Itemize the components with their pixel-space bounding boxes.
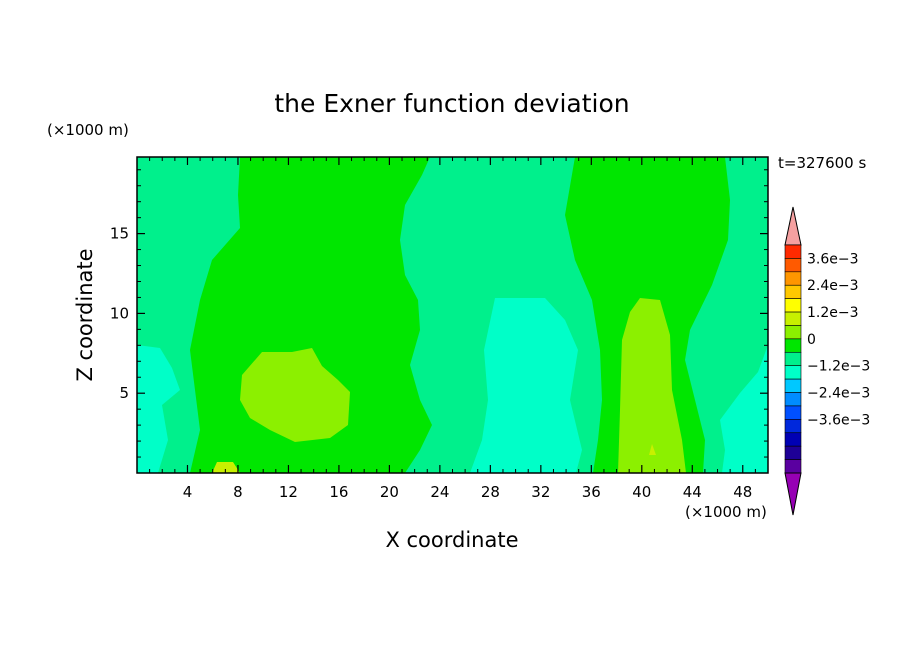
contour-region-middle-negative [470,298,582,473]
y-axis-label: Z coordinate [73,248,97,381]
colorbar-swatch [784,338,802,353]
x-tick-label: 12 [279,483,298,501]
colorbar-swatch [784,378,802,393]
colorbar-label: 1.2e−3 [807,305,859,321]
x-tick-label: 20 [380,483,399,501]
contour-region-left-negative [137,345,180,473]
colorbar-label: −3.6e−3 [807,412,870,428]
contour-region-small-patch-right [649,444,656,455]
x-tick-label: 44 [683,483,702,501]
colorbar-swatch [784,298,802,313]
y-tick-label: 5 [119,384,129,402]
y-axis-ticks: 5 10 15 [110,169,768,458]
colorbar-swatch [784,432,802,447]
colorbar-swatch [784,445,802,460]
y-tick-label: 15 [110,225,129,243]
colorbar-label: 2.4e−3 [807,278,859,294]
contour-region-left-blob [240,348,350,442]
y-unit-label: (×1000 m) [47,121,129,139]
colorbar-swatch [784,392,802,407]
colorbar-label: −2.4e−3 [807,386,870,402]
colorbar-swatch [784,459,802,474]
time-label: t=327600 s [778,154,866,172]
colorbar-label: 3.6e−3 [807,251,859,267]
x-tick-label: 36 [582,483,601,501]
chart-title: the Exner function deviation [274,89,629,118]
colorbar-swatch [784,365,802,380]
colorbar-swatch [784,244,802,259]
contour-region-small-patch-bottom [212,462,240,473]
x-axis-label: X coordinate [385,528,518,552]
colorbar-swatch [784,284,802,299]
contour-region-right-blob [618,298,686,473]
contour-field [137,157,768,473]
colorbar-over-arrow [784,206,802,246]
x-tick-label: 8 [233,483,243,501]
colorbar-swatch [784,271,802,286]
y-tick-label: 10 [110,304,129,322]
colorbar-swatch [784,311,802,326]
colorbar-label: 0 [807,332,816,348]
colorbar-swatch [784,405,802,420]
colorbar-label: −1.2e−3 [807,359,870,375]
x-tick-label: 16 [329,483,348,501]
colorbar-under-arrow [784,472,802,516]
contour-region-right-negative [720,345,768,473]
x-tick-label: 48 [733,483,752,501]
x-unit-label: (×1000 m) [685,503,767,521]
colorbar-swatch [784,325,802,340]
x-tick-label: 28 [481,483,500,501]
x-axis-ticks: 4 8 12 16 20 24 28 32 36 40 44 48 [149,157,756,501]
x-tick-label: 4 [183,483,193,501]
colorbar-swatch [784,351,802,367]
x-tick-label: 24 [430,483,449,501]
x-tick-label: 40 [632,483,651,501]
colorbar-swatch [784,258,802,273]
x-tick-label: 32 [531,483,550,501]
colorbar: 3.6e−3 2.4e−3 1.2e−3 0 −1.2e−3 −2.4e−3 −3.6e−3 [784,206,870,516]
colorbar-swatch [784,419,802,434]
